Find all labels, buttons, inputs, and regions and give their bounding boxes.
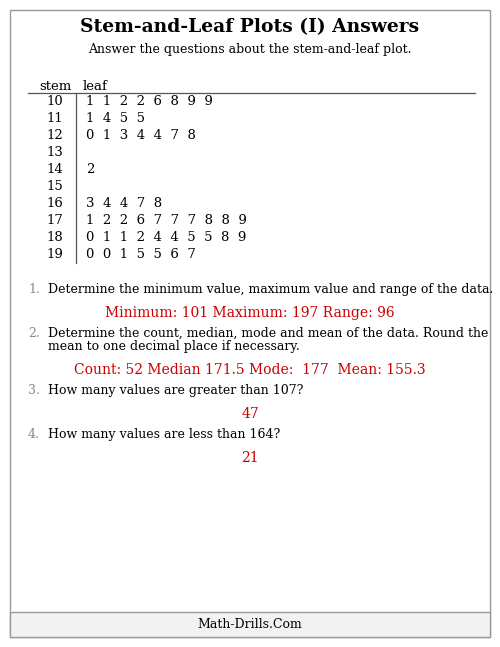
Text: Math-Drills.Com: Math-Drills.Com xyxy=(198,618,302,631)
Text: How many values are greater than 107?: How many values are greater than 107? xyxy=(48,384,304,397)
Text: 16: 16 xyxy=(46,197,64,210)
Text: 11: 11 xyxy=(46,112,64,125)
Text: Stem-and-Leaf Plots (I) Answers: Stem-and-Leaf Plots (I) Answers xyxy=(80,18,419,36)
Text: 10: 10 xyxy=(46,95,64,108)
Text: 0  1  3  4  4  7  8: 0 1 3 4 4 7 8 xyxy=(86,129,196,142)
Text: 19: 19 xyxy=(46,248,64,261)
Text: 3  4  4  7  8: 3 4 4 7 8 xyxy=(86,197,162,210)
Text: mean to one decimal place if necessary.: mean to one decimal place if necessary. xyxy=(48,340,300,353)
Text: 47: 47 xyxy=(241,407,259,421)
Text: 4.: 4. xyxy=(28,428,40,441)
Text: Count: 52 Median 171.5 Mode:  177  Mean: 155.3: Count: 52 Median 171.5 Mode: 177 Mean: 1… xyxy=(74,363,426,377)
Text: stem: stem xyxy=(39,80,71,93)
Text: 18: 18 xyxy=(46,231,64,244)
Text: 13: 13 xyxy=(46,146,64,159)
Text: 17: 17 xyxy=(46,214,64,227)
Text: 2: 2 xyxy=(86,163,94,176)
Text: 14: 14 xyxy=(46,163,64,176)
Text: 15: 15 xyxy=(46,180,64,193)
Text: 21: 21 xyxy=(241,451,259,465)
Text: Determine the minimum value, maximum value and range of the data.: Determine the minimum value, maximum val… xyxy=(48,283,494,296)
Text: 3.: 3. xyxy=(28,384,40,397)
Text: 1  4  5  5: 1 4 5 5 xyxy=(86,112,145,125)
Text: 12: 12 xyxy=(46,129,64,142)
Text: Minimum: 101 Maximum: 197 Range: 96: Minimum: 101 Maximum: 197 Range: 96 xyxy=(105,306,395,320)
FancyBboxPatch shape xyxy=(10,612,490,637)
Text: 1  1  2  2  6  8  9  9: 1 1 2 2 6 8 9 9 xyxy=(86,95,213,108)
FancyBboxPatch shape xyxy=(10,10,490,637)
Text: How many values are less than 164?: How many values are less than 164? xyxy=(48,428,280,441)
Text: 0  1  1  2  4  4  5  5  8  9: 0 1 1 2 4 4 5 5 8 9 xyxy=(86,231,246,244)
Text: 1.: 1. xyxy=(28,283,40,296)
Text: 1  2  2  6  7  7  7  8  8  9: 1 2 2 6 7 7 7 8 8 9 xyxy=(86,214,247,227)
Text: Determine the count, median, mode and mean of the data. Round the: Determine the count, median, mode and me… xyxy=(48,327,488,340)
Text: Answer the questions about the stem-and-leaf plot.: Answer the questions about the stem-and-… xyxy=(88,43,412,56)
Text: 2.: 2. xyxy=(28,327,40,340)
Text: 0  0  1  5  5  6  7: 0 0 1 5 5 6 7 xyxy=(86,248,196,261)
Text: leaf: leaf xyxy=(83,80,108,93)
